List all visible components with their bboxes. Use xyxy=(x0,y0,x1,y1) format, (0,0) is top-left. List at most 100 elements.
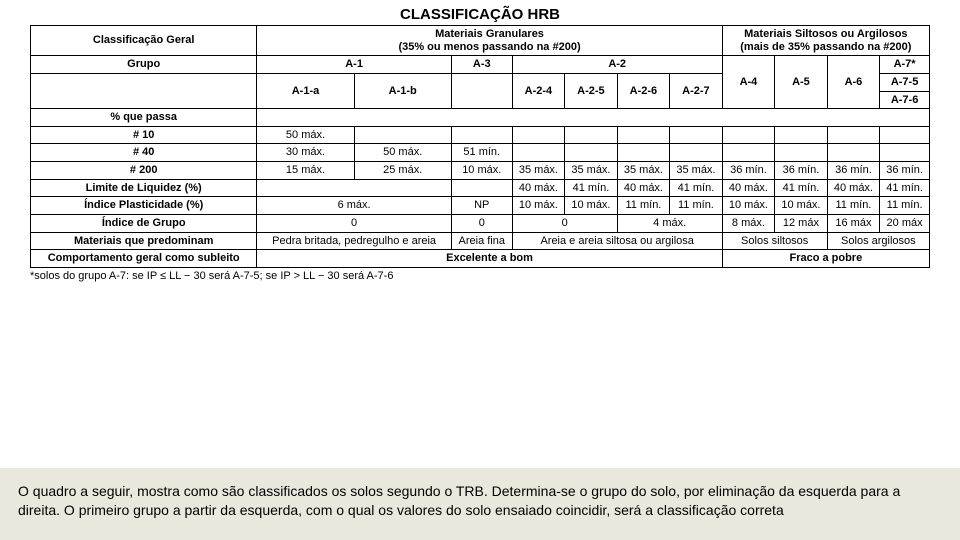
cell: Areia fina xyxy=(451,232,512,250)
row-materiais: Materiais que predominam xyxy=(31,232,257,250)
hdr-grupo: Grupo xyxy=(31,56,257,74)
cell xyxy=(670,144,723,162)
classification-table: Classificação Geral Materiais Granulares… xyxy=(30,25,930,268)
cell xyxy=(451,126,512,144)
cell: 40 máx. xyxy=(722,179,775,197)
cell: Solos siltosos xyxy=(722,232,827,250)
cell: 8 máx. xyxy=(722,215,775,233)
cell xyxy=(617,144,670,162)
grp-a7: A-7* xyxy=(880,56,930,74)
cell: 10 máx. xyxy=(512,197,565,215)
cell: 20 máx xyxy=(880,215,930,233)
cell: 35 máx. xyxy=(512,162,565,180)
cell: 0 xyxy=(451,215,512,233)
table-container: Classificação Geral Materiais Granulares… xyxy=(0,25,960,268)
table-footnote: *solos do grupo A-7: se IP ≤ LL − 30 ser… xyxy=(0,268,960,282)
cell: 4 máx. xyxy=(617,215,722,233)
cell: 41 mín. xyxy=(565,179,618,197)
cell: 41 mín. xyxy=(775,179,828,197)
hdr-granulares: Materiais Granulares (35% ou menos passa… xyxy=(257,26,722,56)
row-ig: Índice de Grupo xyxy=(31,215,257,233)
cell xyxy=(722,126,775,144)
sg-a24: A-2-4 xyxy=(512,73,565,108)
cell: 41 mín. xyxy=(670,179,723,197)
sg-a1b: A-1-b xyxy=(354,73,451,108)
cell xyxy=(827,126,880,144)
caption-paragraph: O quadro a seguir, mostra como são class… xyxy=(0,468,960,540)
cell: 11 mín. xyxy=(670,197,723,215)
sg-a26: A-2-6 xyxy=(617,73,670,108)
cell: 11 mín. xyxy=(827,197,880,215)
cell xyxy=(775,126,828,144)
cell xyxy=(257,179,451,197)
page-title: CLASSIFICAÇÃO HRB xyxy=(0,0,960,25)
cell-empty xyxy=(257,109,930,127)
cell xyxy=(565,144,618,162)
grp-a6: A-6 xyxy=(827,56,880,109)
cell xyxy=(565,126,618,144)
cell xyxy=(775,144,828,162)
cell: Excelente a bom xyxy=(257,250,722,268)
cell: 10 máx. xyxy=(451,162,512,180)
cell: 0 xyxy=(257,215,451,233)
sg-a75: A-7-5 xyxy=(880,73,930,91)
cell xyxy=(512,144,565,162)
sg-a25: A-2-5 xyxy=(565,73,618,108)
cell xyxy=(617,126,670,144)
cell: NP xyxy=(451,197,512,215)
row-n10: # 10 xyxy=(31,126,257,144)
cell: 15 máx. xyxy=(257,162,354,180)
cell: 40 máx. xyxy=(617,179,670,197)
cell: 25 máx. xyxy=(354,162,451,180)
cell: 51 mín. xyxy=(451,144,512,162)
row-ll: Limite de Liquidez (%) xyxy=(31,179,257,197)
cell: Pedra britada, pedregulho e areia xyxy=(257,232,451,250)
cell: 30 máx. xyxy=(257,144,354,162)
hdr-classif-geral: Classificação Geral xyxy=(31,26,257,56)
cell: Solos argilosos xyxy=(827,232,929,250)
cell: 35 máx. xyxy=(670,162,723,180)
cell: 36 mín. xyxy=(775,162,828,180)
cell: 12 máx xyxy=(775,215,828,233)
cell: 36 mín. xyxy=(880,162,930,180)
row-comportamento: Comportamento geral como subleito xyxy=(31,250,257,268)
cell: Fraco a pobre xyxy=(722,250,929,268)
cell: 16 máx xyxy=(827,215,880,233)
cell: 35 máx. xyxy=(617,162,670,180)
cell-empty xyxy=(31,73,257,108)
cell xyxy=(827,144,880,162)
grp-a2: A-2 xyxy=(512,56,722,74)
cell xyxy=(670,126,723,144)
cell: 36 mín. xyxy=(722,162,775,180)
row-ip: Índice Plasticidade (%) xyxy=(31,197,257,215)
grp-a5: A-5 xyxy=(775,56,828,109)
cell xyxy=(512,126,565,144)
cell: 35 máx. xyxy=(565,162,618,180)
cell: 40 máx. xyxy=(512,179,565,197)
cell: 11 mín. xyxy=(880,197,930,215)
cell: Areia e areia siltosa ou argilosa xyxy=(512,232,722,250)
hdr-siltosos: Materiais Siltosos ou Argilosos (mais de… xyxy=(722,26,929,56)
grp-a3: A-3 xyxy=(451,56,512,74)
grp-a1: A-1 xyxy=(257,56,451,74)
grp-a4: A-4 xyxy=(722,56,775,109)
cell: 36 mín. xyxy=(827,162,880,180)
cell: 0 xyxy=(512,215,617,233)
cell xyxy=(880,126,930,144)
row-n200: # 200 xyxy=(31,162,257,180)
cell: 50 máx. xyxy=(257,126,354,144)
cell xyxy=(722,144,775,162)
cell xyxy=(451,179,512,197)
cell: 10 máx. xyxy=(565,197,618,215)
sg-a27: A-2-7 xyxy=(670,73,723,108)
sg-a1a: A-1-a xyxy=(257,73,354,108)
row-n40: # 40 xyxy=(31,144,257,162)
cell xyxy=(880,144,930,162)
sg-a76: A-7-6 xyxy=(880,91,930,109)
cell: 41 mín. xyxy=(880,179,930,197)
cell: 10 máx. xyxy=(775,197,828,215)
cell: 10 máx. xyxy=(722,197,775,215)
cell xyxy=(354,126,451,144)
cell: 50 máx. xyxy=(354,144,451,162)
cell: 11 mín. xyxy=(617,197,670,215)
